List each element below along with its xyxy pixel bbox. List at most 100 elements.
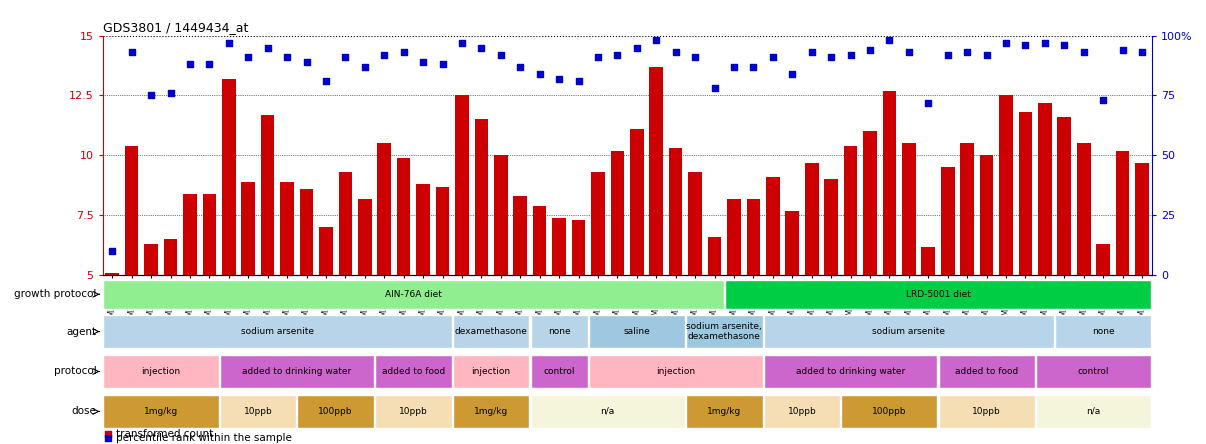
Bar (552, 218, 566, 275)
Text: 10ppb: 10ppb (399, 407, 428, 416)
Text: 1mg/kg: 1mg/kg (474, 407, 508, 416)
Text: 100ppb: 100ppb (318, 407, 353, 416)
Point (277, 54, 297, 61)
Point (627, 44, 646, 51)
Point (510, 63, 529, 70)
Bar (475, 119, 488, 275)
Bar (763, 395, 841, 428)
Bar (219, 395, 297, 428)
Text: added to drinking water: added to drinking water (796, 367, 906, 376)
Bar (844, 146, 857, 275)
Bar (494, 155, 508, 275)
Bar (219, 355, 374, 388)
Point (99, 430, 118, 437)
Bar (455, 95, 469, 275)
Point (1054, 42, 1073, 49)
Point (608, 51, 627, 58)
Bar (222, 79, 235, 275)
Bar (747, 198, 760, 275)
Point (491, 51, 510, 58)
Point (1094, 97, 1113, 104)
Bar (863, 131, 877, 275)
Point (258, 44, 277, 51)
Point (977, 51, 996, 58)
Bar (339, 172, 352, 275)
Point (316, 78, 335, 85)
Point (958, 49, 977, 56)
Point (355, 63, 374, 70)
Text: agent: agent (66, 326, 96, 337)
Text: none: none (548, 327, 570, 336)
Point (335, 54, 355, 61)
Bar (416, 184, 429, 275)
Bar (531, 315, 587, 348)
Point (900, 49, 919, 56)
Point (725, 63, 744, 70)
Point (122, 49, 141, 56)
Point (704, 85, 724, 92)
Bar (1019, 112, 1032, 275)
Text: GDS3801 / 1449434_at: GDS3801 / 1449434_at (103, 21, 248, 34)
Point (802, 49, 821, 56)
Point (181, 61, 200, 68)
Point (529, 70, 549, 77)
Bar (766, 177, 779, 275)
Point (996, 39, 1015, 46)
Bar (377, 143, 391, 275)
Text: sodium arsenite,
dexamethasone: sodium arsenite, dexamethasone (686, 322, 762, 341)
Bar (358, 198, 371, 275)
Point (1075, 49, 1094, 56)
Bar (689, 172, 702, 275)
Text: growth protocol: growth protocol (14, 289, 96, 299)
Bar (452, 395, 529, 428)
Bar (902, 143, 915, 275)
Text: protocol: protocol (54, 366, 96, 377)
Text: 1mg/kg: 1mg/kg (707, 407, 742, 416)
Bar (375, 355, 452, 388)
Point (589, 54, 608, 61)
Point (744, 63, 763, 70)
Bar (1055, 315, 1152, 348)
Bar (531, 395, 685, 428)
Text: 1mg/kg: 1mg/kg (144, 407, 178, 416)
Bar (103, 315, 452, 348)
Bar (375, 395, 452, 428)
Text: 10ppb: 10ppb (788, 407, 816, 416)
Point (99, 434, 118, 441)
Point (141, 92, 160, 99)
Bar (650, 67, 663, 275)
Bar (708, 237, 721, 275)
Text: transformed count: transformed count (116, 429, 213, 439)
Point (783, 70, 802, 77)
Point (646, 37, 666, 44)
Text: injection: injection (472, 367, 510, 376)
Point (103, 248, 122, 255)
Point (919, 99, 938, 106)
Bar (164, 239, 177, 275)
Bar (1077, 143, 1090, 275)
Bar (610, 151, 625, 275)
Bar (397, 158, 410, 275)
Bar (1000, 95, 1013, 275)
Bar (260, 115, 275, 275)
Text: added to food: added to food (382, 367, 445, 376)
Point (297, 58, 316, 65)
Text: sodium arsenite: sodium arsenite (872, 327, 946, 336)
Text: injection: injection (656, 367, 695, 376)
Bar (669, 148, 683, 275)
Point (1113, 46, 1132, 53)
Bar (785, 210, 800, 275)
Bar (960, 143, 974, 275)
Text: injection: injection (141, 367, 181, 376)
Text: n/a: n/a (1087, 407, 1101, 416)
Bar (979, 155, 994, 275)
Point (1132, 49, 1152, 56)
Text: control: control (1078, 367, 1110, 376)
Bar (921, 246, 935, 275)
Point (938, 51, 958, 58)
Bar (1135, 163, 1149, 275)
Bar (183, 194, 197, 275)
Point (880, 37, 900, 44)
Bar (280, 182, 294, 275)
Bar (531, 355, 587, 388)
